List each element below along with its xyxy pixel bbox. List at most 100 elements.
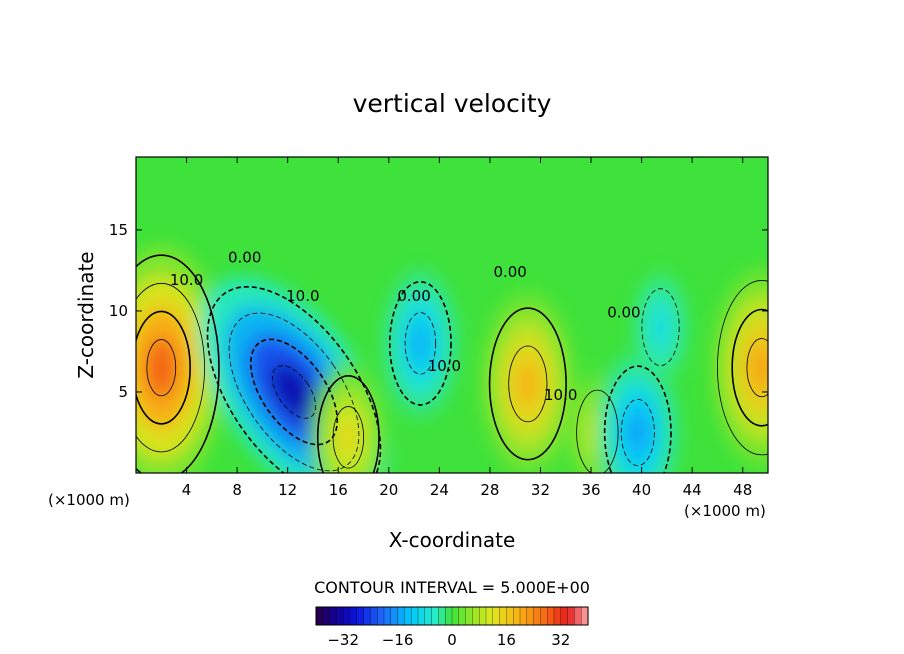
colorbar-segment-6 [356,606,365,626]
x-tick-label-5: 24 [430,481,449,499]
contour-1-2 [249,338,339,446]
y-tick-label-0: 5 [118,383,128,401]
colorbar-segment-29 [513,606,521,626]
colorbar-tick-label-3: 16 [497,631,516,649]
field-feature-3-layer-1 [338,418,358,457]
colorbar-segment-21 [458,606,467,626]
contour-0-3 [136,282,205,453]
field-feature-0-layer-1 [145,337,178,399]
colorbar-segment-0 [315,606,324,626]
contour-6-1 [620,398,655,467]
colorbar-segment-39 [581,606,589,626]
x-tick-label-2: 12 [278,481,297,499]
colorbar-segment-5 [349,606,358,626]
x-tick-label-10: 44 [683,481,702,499]
colorbar-segment-33 [540,606,548,626]
colorbar: −32 −16 0 16 32 [315,606,589,649]
colorbar-segment-25 [485,606,494,626]
field-feature-4-layer-1 [515,360,540,408]
y-axis: 5 10 15 [109,221,768,401]
contour-3-1 [332,406,365,469]
contour-1-3 [228,312,360,472]
contour-label-5: 0.00 [607,303,640,321]
x-tick-label-6: 28 [480,481,499,499]
field-feature-6-layer-1 [627,412,649,453]
colorbar-segment-31 [526,606,535,626]
colorbar-segment-36 [560,606,569,626]
contour-0-2 [136,310,191,425]
colorbar-segment-11 [390,606,399,626]
x-tick-label-7: 32 [531,481,550,499]
contour-label-2: 10.0 [286,287,319,305]
contour-label-3: 0.00 [397,287,430,305]
field-feature-2-layer-1 [410,324,430,363]
x-unit-right: (×1000 m) [684,502,766,520]
colorbar-segment-20 [451,606,460,626]
colorbar-tick-label-2: 0 [447,631,457,649]
velocity-field [136,245,768,473]
colorbar-segment-8 [370,606,378,626]
colorbar-segment-26 [492,606,501,626]
colorbar-segment-10 [383,606,392,626]
y-axis-label: Z-coordinate [74,251,98,378]
contour-4-1 [508,345,548,423]
colorbar-segment-38 [574,606,582,626]
colorbar-segment-12 [397,606,405,626]
contour-labels: 10.0 0.00 10.0 0.00 0.00 0.00 10.0 10.0 [170,248,641,404]
field-feature-1-layer-1 [270,363,318,421]
colorbar-segment-24 [479,606,487,626]
contour-1-1 [271,365,317,419]
contour-1-4 [206,285,382,473]
field-feature-8-layer-1 [749,342,768,393]
colorbar-segment-30 [519,606,528,626]
colorbar-segment-32 [533,606,541,626]
colorbar-segment-15 [417,606,426,626]
colorbar-tick-label-0: −32 [327,631,359,649]
contour-6-2 [603,365,672,473]
colorbar-tick-label-1: −16 [382,631,414,649]
contour-lines [136,254,768,473]
colorbar-segment-37 [567,606,575,626]
colorbar-segment-14 [411,606,419,626]
contour-label-7: 10.0 [544,386,577,404]
contour-label-4: 0.00 [493,263,526,281]
field-feature-7-layer-1 [653,312,668,342]
contour-7-1 [641,288,680,367]
colorbar-segment-28 [506,606,514,626]
colorbar-segment-3 [336,606,344,626]
contour-0-4 [136,254,220,473]
contour-3-2 [316,374,380,473]
colorbar-segment-18 [438,606,446,626]
contour-label-0: 10.0 [170,271,203,289]
contour-label-1: 0.00 [228,248,261,266]
x-tick-label-4: 20 [379,481,398,499]
colorbar-segment-19 [445,606,453,626]
contour-label-6: 10.0 [428,357,461,375]
colorbar-segment-34 [547,606,555,626]
x-axis: 4 8 12 16 20 24 28 32 36 40 44 48 [182,157,752,499]
colorbar-segment-27 [499,606,507,626]
contour-5-1 [576,389,619,473]
colorbar-segment-9 [377,606,385,626]
y-tick-label-1: 10 [109,302,128,320]
colorbar-segment-4 [343,606,351,626]
colorbar-segment-13 [404,606,412,626]
colorbar-segment-7 [363,606,371,626]
colorbar-segment-1 [322,606,331,626]
x-tick-label-0: 4 [182,481,192,499]
contour-8-3 [717,280,768,456]
x-tick-label-11: 48 [733,481,752,499]
chart-title: vertical velocity [353,89,552,118]
x-tick-label-8: 36 [581,481,600,499]
contour-2-2 [388,280,452,406]
colorbar-frame [315,606,589,626]
contour-0-1 [146,339,177,397]
x-tick-label-3: 16 [329,481,348,499]
plot-frame [135,156,769,474]
colorbar-segment-2 [329,606,337,626]
colorbar-segment-16 [424,606,433,626]
x-tick-label-1: 8 [232,481,242,499]
plot-area: 10.0 0.00 10.0 0.00 0.00 0.00 10.0 10.0 [135,156,769,474]
contour-8-1 [746,338,768,398]
